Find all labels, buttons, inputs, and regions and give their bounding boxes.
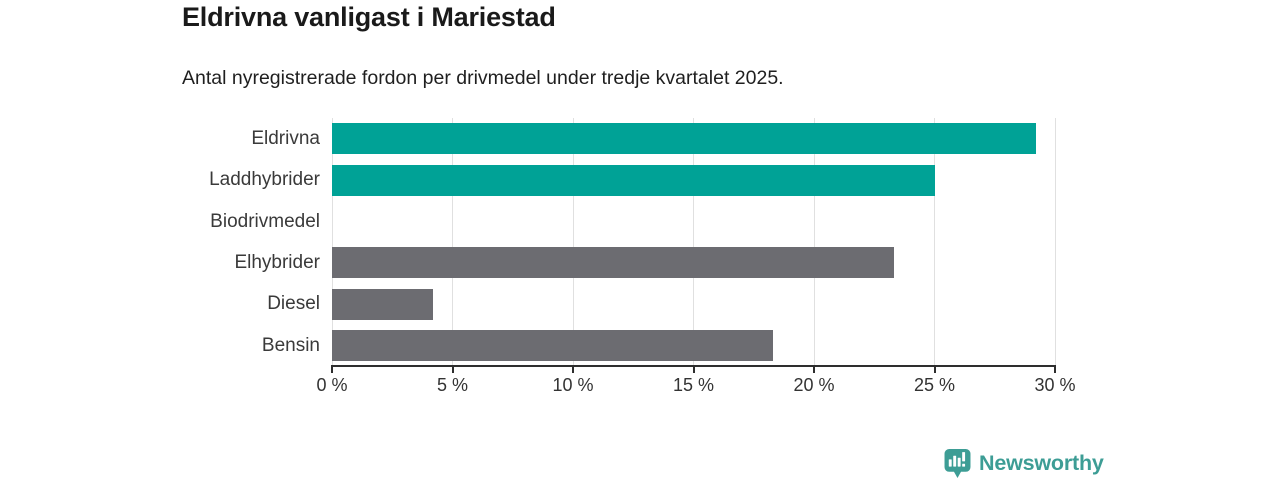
gridline-30pct <box>1054 118 1056 366</box>
newsworthy-logo-text: Newsworthy <box>979 450 1104 475</box>
category-label-biodrivmedel: Biodrivmedel <box>210 210 320 232</box>
newsworthy-pin-bar-chart-icon <box>944 448 971 478</box>
x-axis-line <box>331 365 1056 367</box>
bar-elhybrider <box>332 247 894 279</box>
gridline-15pct <box>693 118 694 366</box>
chart-subtitle: Antal nyregistrerade fordon per drivmede… <box>182 67 784 89</box>
bar-eldrivna <box>332 123 1036 155</box>
gridline-10pct <box>572 118 574 366</box>
x-axis-tick-30pct <box>1054 367 1056 373</box>
x-axis-tick-25pct <box>933 367 936 373</box>
gridline-5pct <box>452 118 453 366</box>
newsworthy-logo: Newsworthy <box>944 447 1104 479</box>
gridline-25pct <box>934 118 935 366</box>
bar-bensin <box>332 329 774 361</box>
x-axis-tick-label-30pct: 30 % <box>1034 375 1076 395</box>
category-axis-labels: Eldrivna Laddhybrider Biodrivmedel Elhybrid… <box>140 118 320 366</box>
x-axis-tick-10pct <box>572 367 574 373</box>
x-axis-tick-0pct <box>331 367 333 373</box>
chart-title: Eldrivna vanligast i Mariestad <box>182 2 556 32</box>
bar-diesel <box>332 288 434 320</box>
x-axis-tick-label-0pct: 0 % <box>316 375 348 395</box>
category-label-elhybrider: Elhybrider <box>234 251 320 273</box>
gridline-0pct <box>331 118 333 366</box>
gridline-20pct <box>813 118 815 366</box>
x-axis-tick-20pct <box>813 367 815 373</box>
category-label-laddhybrider: Laddhybrider <box>209 169 320 191</box>
category-label-bensin: Bensin <box>261 334 320 356</box>
x-axis-tick-label-10pct: 10 % <box>552 375 594 395</box>
x-axis-tick-label-15pct: 15 % <box>672 375 715 395</box>
x-axis-tick-label-20pct: 20 % <box>793 375 835 395</box>
x-axis-tick-15pct <box>692 367 695 373</box>
category-label-eldrivna: Eldrivna <box>251 128 320 149</box>
bar-laddhybrider <box>332 164 935 196</box>
category-label-diesel: Diesel <box>267 293 320 315</box>
x-axis-tick-label-5pct: 5 % <box>436 375 469 395</box>
plot-area: 0 % 5 % 10 % 15 % 20 % 25 % 30 % <box>316 118 1076 395</box>
x-axis-tick-5pct <box>451 367 454 373</box>
x-axis-tick-label-25pct: 25 % <box>913 375 956 395</box>
